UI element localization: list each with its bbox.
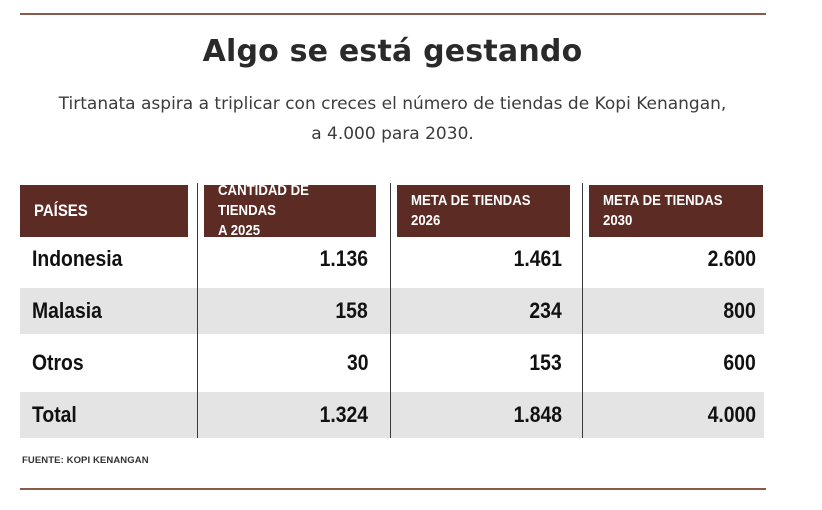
cell-cantidad-2025: 30 [346, 350, 368, 375]
cell-meta-2030: 800 [723, 298, 756, 323]
cell-cantidad-2025: 158 [335, 298, 368, 323]
column-divider [197, 183, 198, 438]
column-header-meta-2026: META DE TIENDAS 2026 [397, 185, 570, 237]
table-row: Indonesia 1.136 1.461 2.600 [20, 236, 764, 282]
column-header-cantidad-2025: CANTIDAD DE TIENDAS A 2025 [204, 182, 376, 239]
cell-meta-2026: 234 [529, 298, 562, 323]
column-divider [390, 183, 391, 438]
cell-meta-2030: 4.000 [707, 402, 756, 427]
table-row-shade [20, 392, 764, 438]
page-subtitle: Tirtanata aspira a triplicar con creces … [30, 89, 755, 149]
cell-pais: Total [32, 402, 77, 427]
table-row-total: Total 1.324 1.848 4.000 [20, 392, 764, 438]
cell-meta-2026: 153 [529, 350, 562, 375]
page-title: Algo se está gestando [202, 34, 583, 69]
cell-meta-2030: 600 [723, 350, 756, 375]
column-divider [582, 183, 583, 438]
table-row-shade [20, 288, 764, 334]
cell-pais: Indonesia [32, 246, 123, 271]
source-note: FUENTE: KOPI KENANGAN [22, 455, 149, 466]
subtitle-text: Tirtanata aspira a triplicar con creces … [58, 94, 727, 144]
column-header-meta-2030: META DE TIENDAS 2030 [589, 185, 763, 237]
cell-meta-2026: 1.461 [513, 246, 562, 271]
cell-meta-2030: 2.600 [707, 246, 756, 271]
column-header-paises: PAÍSES [20, 185, 188, 237]
cell-pais: Malasia [32, 298, 102, 323]
table-row: Otros 30 153 600 [20, 340, 764, 386]
cell-cantidad-2025: 1.324 [319, 402, 368, 427]
cell-meta-2026: 1.848 [513, 402, 562, 427]
cell-cantidad-2025: 1.136 [319, 246, 368, 271]
bottom-rule [20, 488, 766, 490]
stores-table: PAÍSES CANTIDAD DE TIENDAS A 2025 META D… [20, 182, 764, 438]
top-rule [20, 13, 766, 15]
cell-pais: Otros [32, 350, 84, 375]
table-row: Malasia 158 234 800 [20, 288, 764, 334]
